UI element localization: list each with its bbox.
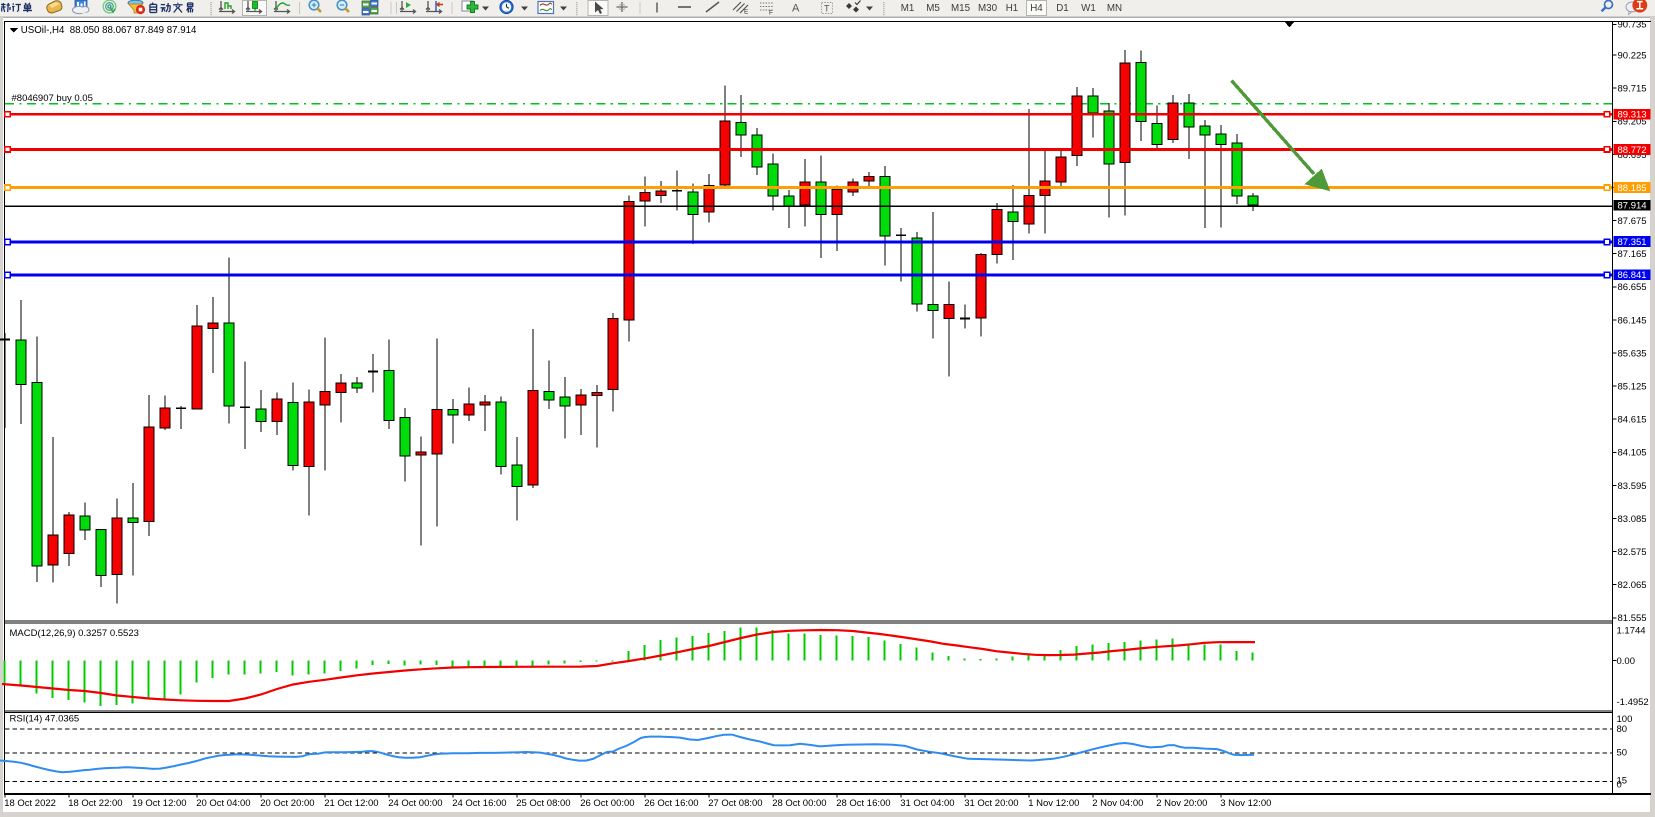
- svg-text:27 Oct 08:00: 27 Oct 08:00: [708, 798, 762, 809]
- svg-text:3 Nov 12:00: 3 Nov 12:00: [1220, 798, 1271, 809]
- svg-text:88.185: 88.185: [1618, 183, 1647, 194]
- svg-text:M15: M15: [951, 3, 971, 14]
- svg-text:87.351: 87.351: [1618, 237, 1647, 248]
- svg-text:2 Nov 04:00: 2 Nov 04:00: [1092, 798, 1143, 809]
- svg-text:#8046907 buy 0.05: #8046907 buy 0.05: [12, 93, 93, 104]
- svg-text:81.555: 81.555: [1618, 613, 1647, 624]
- svg-text:85.635: 85.635: [1618, 348, 1647, 359]
- svg-text:88.695: 88.695: [1618, 150, 1647, 161]
- svg-text:18 Oct 2022: 18 Oct 2022: [4, 798, 56, 809]
- svg-text:H4: H4: [1030, 3, 1043, 14]
- svg-text:31 Oct 20:00: 31 Oct 20:00: [964, 798, 1018, 809]
- svg-text:87.165: 87.165: [1618, 249, 1647, 260]
- svg-text:28 Oct 00:00: 28 Oct 00:00: [772, 798, 826, 809]
- svg-text:82.065: 82.065: [1618, 580, 1647, 591]
- svg-text:M5: M5: [926, 3, 940, 14]
- svg-text:M1: M1: [901, 3, 915, 14]
- svg-text:26 Oct 16:00: 26 Oct 16:00: [644, 798, 698, 809]
- svg-text:A: A: [792, 3, 800, 15]
- svg-text:MN: MN: [1107, 3, 1122, 14]
- svg-text:20 Oct 20:00: 20 Oct 20:00: [260, 798, 314, 809]
- svg-text:W1: W1: [1081, 3, 1096, 14]
- svg-text:USOil-,H4 88.050 88.067 87.84: USOil-,H4 88.050 88.067 87.849 87.914: [21, 25, 197, 36]
- svg-text:90.225: 90.225: [1618, 51, 1647, 62]
- svg-text:0: 0: [1617, 780, 1622, 791]
- svg-text:31 Oct 04:00: 31 Oct 04:00: [900, 798, 954, 809]
- svg-text:86.841: 86.841: [1618, 270, 1647, 281]
- svg-text:28 Oct 16:00: 28 Oct 16:00: [836, 798, 890, 809]
- svg-text:83.085: 83.085: [1618, 514, 1647, 525]
- svg-text:87.914: 87.914: [1618, 201, 1647, 212]
- svg-text:87.675: 87.675: [1618, 216, 1647, 227]
- svg-text:50: 50: [1617, 748, 1628, 759]
- svg-text:24 Oct 00:00: 24 Oct 00:00: [388, 798, 442, 809]
- svg-text:84.105: 84.105: [1618, 448, 1647, 459]
- svg-text:M30: M30: [978, 3, 998, 14]
- svg-text:24 Oct 16:00: 24 Oct 16:00: [452, 798, 506, 809]
- svg-text:RSI(14) 47.0365: RSI(14) 47.0365: [10, 714, 80, 725]
- svg-text:26 Oct 00:00: 26 Oct 00:00: [580, 798, 634, 809]
- svg-text:15: 15: [1617, 776, 1628, 787]
- svg-text:85.125: 85.125: [1618, 382, 1647, 393]
- svg-text:2 Nov 20:00: 2 Nov 20:00: [1156, 798, 1207, 809]
- svg-text:D1: D1: [1056, 3, 1069, 14]
- svg-text:H1: H1: [1006, 3, 1019, 14]
- svg-text:90.735: 90.735: [1618, 20, 1647, 31]
- svg-text:89.313: 89.313: [1618, 110, 1647, 121]
- svg-text:19 Oct 12:00: 19 Oct 12:00: [132, 798, 186, 809]
- svg-text:86.145: 86.145: [1618, 315, 1647, 326]
- svg-text:25 Oct 08:00: 25 Oct 08:00: [516, 798, 570, 809]
- svg-text:88.772: 88.772: [1618, 145, 1647, 156]
- svg-text:86.655: 86.655: [1618, 282, 1647, 293]
- svg-text:83.595: 83.595: [1618, 481, 1647, 492]
- svg-text:100: 100: [1617, 714, 1633, 725]
- svg-text:20 Oct 04:00: 20 Oct 04:00: [196, 798, 250, 809]
- svg-text:1.1744: 1.1744: [1617, 625, 1646, 636]
- svg-text:89.715: 89.715: [1618, 84, 1647, 95]
- svg-text:1 Nov 12:00: 1 Nov 12:00: [1028, 798, 1079, 809]
- svg-text:82.575: 82.575: [1618, 547, 1647, 558]
- svg-text:MACD(12,26,9) 0.3257 0.5523: MACD(12,26,9) 0.3257 0.5523: [10, 628, 139, 639]
- svg-text:84.615: 84.615: [1618, 415, 1647, 426]
- svg-text:E: E: [744, 9, 749, 16]
- svg-text:-1.4952: -1.4952: [1617, 697, 1649, 708]
- svg-text:80: 80: [1617, 724, 1628, 735]
- svg-text:0.00: 0.00: [1617, 656, 1636, 667]
- svg-text:F: F: [769, 10, 773, 17]
- svg-text:89.205: 89.205: [1618, 117, 1647, 128]
- svg-text:T: T: [824, 4, 830, 14]
- svg-text:18 Oct 22:00: 18 Oct 22:00: [68, 798, 122, 809]
- svg-text:21 Oct 12:00: 21 Oct 12:00: [324, 798, 378, 809]
